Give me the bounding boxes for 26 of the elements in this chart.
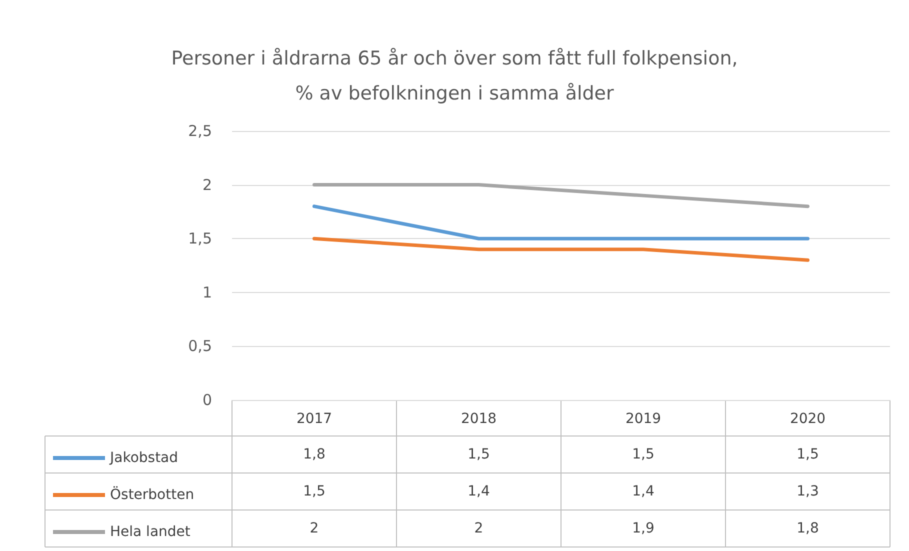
data-label: 1,5	[468, 446, 490, 462]
x-tick-label: 2018	[460, 411, 497, 427]
x-tick-label: 2017	[296, 411, 332, 427]
data-label: 1,5	[632, 446, 654, 462]
data-label: 1,9	[632, 520, 654, 536]
chart-title: Personer i åldrarna 65 år och över som fått full folkpension, % av befolkningen i samma ålder	[171, 48, 738, 104]
y-tick-label: 0	[202, 391, 212, 409]
legend-label: Jakobstad	[109, 450, 178, 466]
y-tick-label: 2,5	[188, 122, 212, 140]
data-label: 1,8	[796, 520, 819, 536]
y-tick-label: 1	[202, 283, 212, 302]
y-tick-label: 0,5	[188, 337, 212, 356]
legend-label: Hela landet	[110, 524, 191, 540]
data-label: 1,4	[632, 484, 654, 500]
data-label: 1,5	[303, 484, 326, 500]
data-label: 2	[310, 520, 319, 536]
data-label: 1,3	[796, 484, 819, 500]
y-tick-label: 1,5	[188, 230, 212, 248]
data-label: 2	[474, 520, 484, 536]
x-tick-label: 2020	[790, 411, 826, 427]
x-tick-label: 2019	[625, 411, 662, 427]
legend-label: Österbotten	[110, 486, 194, 503]
y-tick-label: 2	[202, 176, 212, 194]
data-label: 1,4	[468, 484, 490, 500]
data-label: 1,5	[796, 446, 819, 462]
data-label: 1,8	[303, 446, 326, 462]
